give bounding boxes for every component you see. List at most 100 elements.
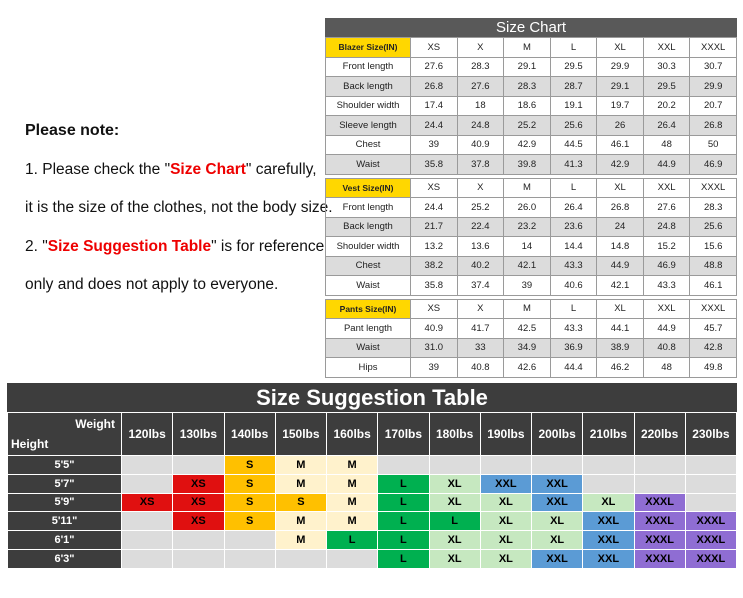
cell: 24.4	[410, 115, 458, 136]
cell: 15.6	[689, 236, 737, 257]
cell: 28.3	[689, 197, 737, 218]
empty-cell	[377, 455, 430, 475]
cell: 24.8	[456, 115, 505, 136]
cell: 22.4	[456, 216, 505, 237]
size-cell: L	[377, 473, 430, 494]
cell: 40.8	[456, 357, 505, 378]
empty-cell	[530, 455, 584, 475]
data-row: Chest 39 40.9 42.9 44.5 46.1 48 50	[325, 134, 737, 155]
cell: 39	[410, 134, 458, 155]
row-label: Front length	[325, 56, 411, 77]
cell: 39	[410, 357, 458, 378]
size-cell: S	[223, 455, 276, 475]
suggestion-title: Size Suggestion Table	[7, 383, 737, 412]
weight-header: 140lbs	[223, 412, 276, 456]
weight-header: 200lbs	[530, 412, 584, 456]
size-cell: XL	[479, 530, 533, 550]
cell: 40.9	[456, 134, 505, 155]
size-header: XXXL	[689, 177, 737, 198]
cell: 41.3	[549, 154, 598, 175]
empty-cell	[120, 511, 174, 532]
cell: 41.7	[456, 318, 505, 339]
cell: 14.8	[596, 236, 644, 257]
cell: 40.2	[456, 255, 505, 276]
data-row: 5'5" S M M	[7, 455, 738, 475]
cell: 43.3	[549, 318, 598, 339]
cell: 44.1	[596, 318, 644, 339]
cell: 48	[642, 357, 691, 378]
cell: 26.0	[503, 197, 551, 218]
size-header: X	[456, 177, 505, 198]
cell: 35.8	[410, 154, 458, 175]
size-cell: XXXL	[633, 548, 686, 569]
cell: 42.5	[503, 318, 551, 339]
empty-cell	[684, 492, 738, 513]
cell: 13.6	[456, 236, 505, 257]
note: Please note: 1. Please check the "Size C…	[25, 118, 333, 311]
size-cell: S	[223, 473, 276, 494]
cell: 26.8	[410, 76, 458, 97]
size-cell: XXXL	[684, 530, 738, 550]
cell: 44.4	[549, 357, 598, 378]
size-cell: XXL	[582, 511, 635, 532]
empty-cell	[120, 473, 174, 494]
empty-cell	[684, 473, 738, 494]
cell: 26.8	[596, 197, 644, 218]
weight-header: 150lbs	[274, 412, 328, 456]
cell: 29.1	[503, 56, 551, 77]
size-header: XXL	[642, 298, 691, 319]
header-row: Pants Size(IN) XS X M L XL XXL XXXL	[325, 298, 737, 319]
size-cell: M	[325, 511, 379, 532]
size-cell: XXXL	[633, 530, 686, 550]
cell: 46.9	[642, 255, 691, 276]
size-cell: M	[274, 530, 328, 550]
cell: 26.4	[642, 115, 691, 136]
cell: 26.8	[689, 115, 737, 136]
corner: Weight Height	[7, 412, 122, 456]
data-row: Sleeve length 24.4 24.8 25.2 25.6 26 26.4 26.8	[325, 115, 737, 136]
height-label: Height	[11, 437, 49, 451]
cell: 28.7	[549, 76, 598, 97]
size-cell: XXL	[530, 492, 584, 513]
data-row: Chest 38.2 40.2 42.1 43.3 44.9 46.9 48.8	[325, 255, 737, 276]
size-header: XXL	[642, 177, 691, 198]
size-cell: M	[325, 473, 379, 494]
header-row: Blazer Size(IN) XS X M L XL XXL XXXL	[325, 37, 737, 58]
text: 1. Please check the "	[25, 160, 171, 178]
data-row: Back length 26.8 27.6 28.3 28.7 29.1 29.5 29.9	[325, 76, 737, 97]
weight-header: 180lbs	[428, 412, 481, 456]
weight-header: 220lbs	[633, 412, 686, 456]
cell: 24	[596, 216, 644, 237]
header-row: Vest Size(IN) XS X M L XL XXL XXXL	[325, 177, 737, 198]
cell: 24.4	[410, 197, 458, 218]
size-header: XXXL	[689, 37, 737, 58]
text: 2. "	[25, 237, 48, 255]
size-cell: XXL	[582, 530, 635, 550]
suggestion-grid: Weight Height 120lbs 130lbs 140lbs 150lbs 160l…	[7, 412, 738, 569]
cell: 42.6	[503, 357, 551, 378]
size-cell: S	[274, 492, 328, 513]
data-row: Front length 27.6 28.3 29.1 29.5 29.9 30.3 30.7	[325, 56, 737, 77]
cell: 50	[689, 134, 737, 155]
height-header: 6'3"	[7, 548, 122, 569]
cell: 14	[503, 236, 551, 257]
cell: 28.3	[503, 76, 551, 97]
size-header: XXXL	[689, 298, 737, 319]
cell: 20.7	[689, 95, 737, 116]
size-cell: L	[377, 548, 430, 569]
empty-cell	[172, 548, 225, 569]
size-cell: XS	[172, 511, 225, 532]
cell: 25.6	[689, 216, 737, 237]
row-label: Shoulder width	[325, 95, 411, 116]
row-label: Chest	[325, 134, 411, 155]
highlight: Size Suggestion Table	[47, 237, 212, 255]
row-label: Pant length	[325, 318, 411, 339]
cell: 21.7	[410, 216, 458, 237]
cell: 25.2	[503, 115, 551, 136]
text: only and does not apply to everyone.	[25, 276, 279, 293]
weight-header: 190lbs	[479, 412, 533, 456]
size-cell: XXL	[530, 473, 584, 494]
row-label: Back length	[325, 216, 411, 237]
weight-header: 210lbs	[582, 412, 635, 456]
cell: 44.9	[642, 154, 691, 175]
